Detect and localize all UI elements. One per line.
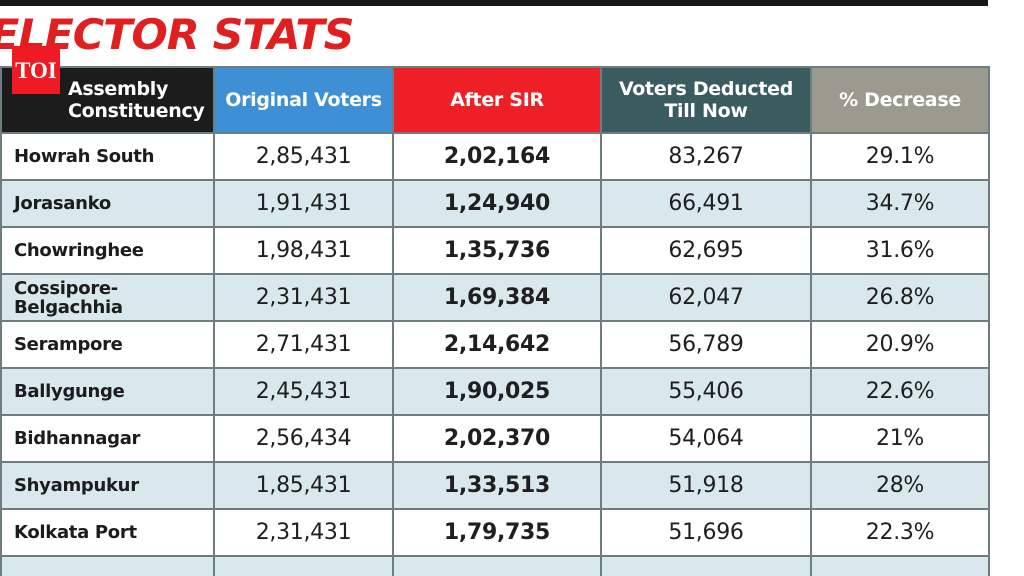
toi-logo: TOI: [12, 46, 60, 94]
cell-after-sir: 1,33,513: [392, 461, 602, 510]
table-row: Howrah South 2,85,431 2,02,164 83,267 29.1%: [0, 132, 990, 181]
table-row: Serampore 2,71,431 2,14,642 56,789 20.9%: [0, 320, 990, 369]
cell-after-sir: 2,02,164: [392, 132, 602, 181]
table-header-row: Assembly Constituency Original Voters Af…: [0, 66, 990, 134]
cell-constituency: Howrah South: [0, 132, 215, 181]
cell-percent-decrease: 20.9%: [810, 320, 990, 369]
cell-percent-decrease: 21%: [810, 414, 990, 463]
elector-stats-table: Assembly Constituency Original Voters Af…: [0, 66, 990, 576]
cell-constituency: Serampore: [0, 320, 215, 369]
table-header: Assembly Constituency Original Voters Af…: [0, 66, 990, 134]
cell-percent-decrease: 34.7%: [810, 179, 990, 228]
cell-after-sir: 1,90,025: [392, 367, 602, 416]
toi-logo-text: TOI: [15, 57, 57, 83]
column-header-original-voters: Original Voters: [213, 66, 394, 134]
cell-after-sir: 2,02,370: [392, 414, 602, 463]
cell-voters-deducted: 51,696: [600, 508, 812, 557]
top-divider-rule: [0, 0, 988, 6]
cell-constituency: Ballygunge: [0, 367, 215, 416]
cell-original-voters: 2,56,434: [213, 414, 394, 463]
cell-original-voters: 2,31,431: [213, 273, 394, 322]
cell-voters-deducted: 54,064: [600, 414, 812, 463]
cell-original-voters: 1,91,431: [213, 179, 394, 228]
table-row: Cossipore-Belgachhia 2,31,431 1,69,384 62,0…: [0, 273, 990, 322]
cell-original-voters: 1,85,431: [213, 461, 394, 510]
cell-percent-decrease: 26.8%: [810, 273, 990, 322]
cell-voters-deducted: 62,695: [600, 226, 812, 275]
cell-constituency: Bidhannagar: [0, 414, 215, 463]
cell-voters-deducted: 66,491: [600, 179, 812, 228]
cell-voters-deducted: 62,047: [600, 273, 812, 322]
cell-original-voters: [213, 555, 394, 576]
cell-after-sir: 1,79,735: [392, 508, 602, 557]
cell-original-voters: 2,85,431: [213, 132, 394, 181]
cell-after-sir: 1,35,736: [392, 226, 602, 275]
cell-percent-decrease: [810, 555, 990, 576]
column-header-constituency: Assembly Constituency: [0, 66, 215, 134]
cell-original-voters: 2,45,431: [213, 367, 394, 416]
cell-after-sir: 1,69,384: [392, 273, 602, 322]
cell-constituency: Jorasanko: [0, 179, 215, 228]
table-row: Bidhannagar 2,56,434 2,02,370 54,064 21%: [0, 414, 990, 463]
cell-percent-decrease: 22.6%: [810, 367, 990, 416]
cell-constituency: Kolkata Port: [0, 508, 215, 557]
table-row: Jorasanko 1,91,431 1,24,940 66,491 34.7%: [0, 179, 990, 228]
cell-constituency: [0, 555, 215, 576]
cell-percent-decrease: 29.1%: [810, 132, 990, 181]
cell-constituency: Chowringhee: [0, 226, 215, 275]
cell-after-sir: [392, 555, 602, 576]
cell-percent-decrease: 31.6%: [810, 226, 990, 275]
cell-after-sir: 2,14,642: [392, 320, 602, 369]
column-header-voters-deducted: Voters Deducted Till Now: [600, 66, 812, 134]
cell-voters-deducted: 56,789: [600, 320, 812, 369]
cell-after-sir: 1,24,940: [392, 179, 602, 228]
table-row: Chowringhee 1,98,431 1,35,736 62,695 31.6%: [0, 226, 990, 275]
table-row: Ballygunge 2,45,431 1,90,025 55,406 22.6%: [0, 367, 990, 416]
column-header-percent-decrease: % Decrease: [810, 66, 990, 134]
cell-percent-decrease: 28%: [810, 461, 990, 510]
cell-voters-deducted: 83,267: [600, 132, 812, 181]
table-body: Howrah South 2,85,431 2,02,164 83,267 29.1% J…: [0, 132, 990, 576]
cell-original-voters: 2,31,431: [213, 508, 394, 557]
cell-original-voters: 2,71,431: [213, 320, 394, 369]
cell-voters-deducted: [600, 555, 812, 576]
cell-original-voters: 1,98,431: [213, 226, 394, 275]
cell-constituency: Shyampukur: [0, 461, 215, 510]
table-row: Shyampukur 1,85,431 1,33,513 51,918 28%: [0, 461, 990, 510]
cell-voters-deducted: 51,918: [600, 461, 812, 510]
cell-voters-deducted: 55,406: [600, 367, 812, 416]
column-header-after-sir: After SIR: [392, 66, 602, 134]
table-row: [0, 555, 990, 576]
table-row: Kolkata Port 2,31,431 1,79,735 51,696 22.3%: [0, 508, 990, 557]
cell-percent-decrease: 22.3%: [810, 508, 990, 557]
cell-constituency: Cossipore-Belgachhia: [0, 273, 215, 322]
